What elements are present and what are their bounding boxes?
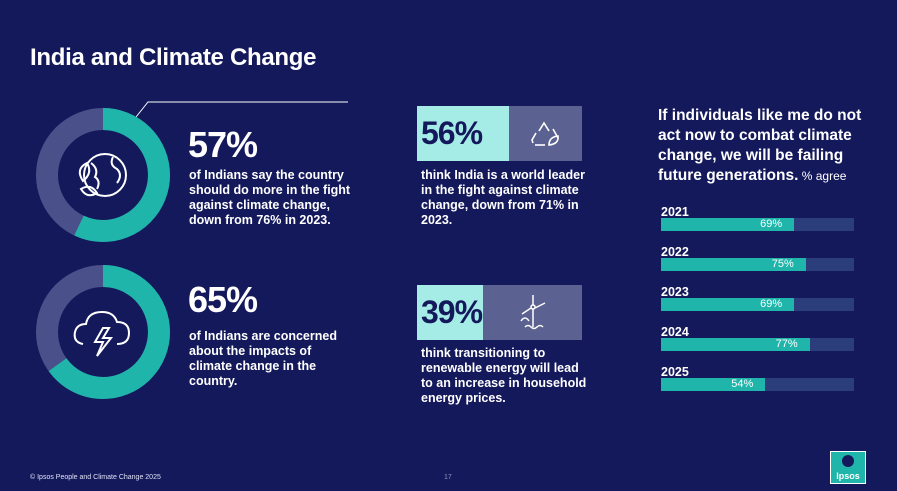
bar bbox=[661, 338, 810, 351]
bar-value-label: 69% bbox=[760, 298, 783, 310]
bar-track: 69% bbox=[661, 298, 854, 311]
stat-3-box: 56% bbox=[417, 106, 582, 161]
stat-1-description: of Indians say the country should do mor… bbox=[189, 168, 351, 227]
bar-year-label: 2025 bbox=[661, 365, 689, 379]
stat-2-description: of Indians are concerned about the impac… bbox=[189, 329, 337, 388]
bar-track: 75% bbox=[661, 258, 854, 271]
bar bbox=[661, 258, 806, 271]
recycle-leaf-icon bbox=[509, 106, 582, 161]
stat-4-box: 39% bbox=[417, 285, 582, 340]
bar-track: 54% bbox=[661, 378, 854, 391]
bar-value-label: 54% bbox=[731, 378, 754, 390]
bar-year-label: 2022 bbox=[661, 245, 689, 259]
bar-value-label: 69% bbox=[760, 218, 783, 230]
donut-chart-57 bbox=[36, 108, 170, 242]
bar-track: 69% bbox=[661, 218, 854, 231]
bar bbox=[661, 378, 766, 391]
stat-3-percent: 56% bbox=[417, 106, 509, 161]
stat-4-description: think transitioning to renewable energy … bbox=[421, 346, 587, 405]
stat-1-percent: 57% bbox=[188, 124, 258, 165]
donut-chart-65 bbox=[36, 265, 170, 399]
globe-leaves-icon bbox=[69, 141, 137, 209]
bar bbox=[661, 218, 795, 231]
bar-value-label: 77% bbox=[775, 338, 798, 350]
wind-turbine-icon bbox=[483, 285, 582, 340]
page-number: 17 bbox=[444, 474, 452, 481]
stat-3-description: think India is a world leader in the fig… bbox=[421, 168, 585, 227]
bar-track: 77% bbox=[661, 338, 854, 351]
bar-year-label: 2021 bbox=[661, 205, 689, 219]
bar bbox=[661, 298, 795, 311]
survey-statement: If individuals like me do not act now to… bbox=[658, 107, 862, 184]
page-title: India and Climate Change bbox=[30, 44, 317, 71]
footer-copyright: © Ipsos People and Climate Change 2025 bbox=[30, 474, 161, 481]
statement-suffix: % agree bbox=[798, 169, 847, 183]
stat-4-percent: 39% bbox=[417, 285, 483, 340]
storm-cloud-lightning-icon bbox=[69, 298, 137, 366]
bar-value-label: 75% bbox=[771, 258, 794, 270]
bar-year-label: 2024 bbox=[661, 325, 689, 339]
bar-year-label: 2023 bbox=[661, 285, 689, 299]
stat-2-percent: 65% bbox=[188, 279, 258, 320]
ipsos-logo: Ipsos bbox=[830, 451, 866, 484]
